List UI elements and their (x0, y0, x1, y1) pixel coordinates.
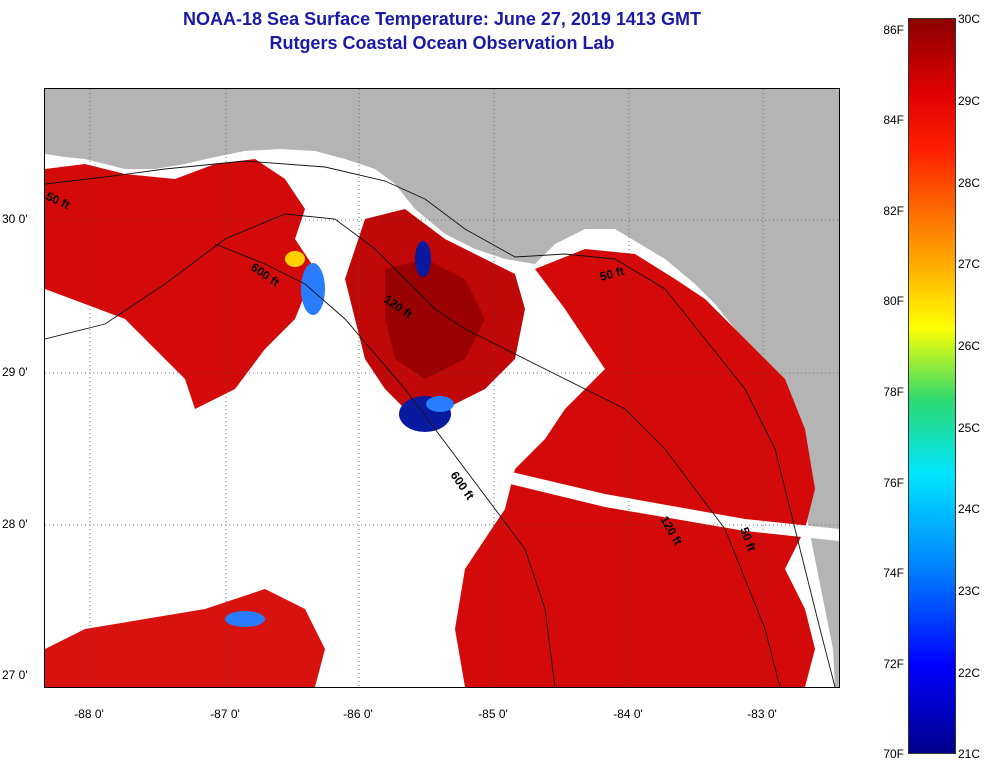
contour-50ft (45, 160, 836, 687)
lat-label: 30 0' (2, 212, 28, 226)
colorbar-c-label: 24C (958, 502, 981, 516)
lat-label: 28 0' (2, 517, 28, 531)
sst-region-east (455, 249, 815, 687)
sst-mid-spot (285, 251, 305, 267)
graticule (45, 89, 839, 687)
colorbar-f-label: 74F (883, 566, 904, 580)
colorbar (908, 18, 956, 754)
contour-label: 50 ft (598, 264, 625, 284)
lon-label: -84 0' (613, 707, 643, 721)
contour-600ft (214, 243, 556, 687)
colorbar-f-label: 76F (883, 476, 904, 490)
sst-cool-spot (225, 611, 265, 627)
colorbar-f-label: 80F (883, 294, 904, 308)
colorbar-f-label: 84F (883, 113, 904, 127)
colorbar-c-label: 26C (958, 339, 981, 353)
colorbar-f-label: 82F (883, 204, 904, 218)
lon-label: -86 0' (343, 707, 373, 721)
map-title: NOAA-18 Sea Surface Temperature: June 27… (183, 9, 701, 29)
sst-region-west (45, 159, 315, 409)
lon-label: -87 0' (210, 707, 240, 721)
sst-map-canvas: 50 ft 600 ft 120 ft 50 ft 600 ft 120 ft … (45, 89, 839, 687)
sst-map: 50 ft 600 ft 120 ft 50 ft 600 ft 120 ft … (44, 88, 840, 688)
colorbar-f-label: 86F (883, 23, 904, 37)
colorbar-c-label: 27C (958, 257, 981, 271)
bathymetry-contours (45, 160, 836, 687)
colorbar-c-label: 28C (958, 176, 981, 190)
colorbar-c-label: 21C (958, 747, 981, 761)
lon-label: -83 0' (747, 707, 777, 721)
lat-label: 27 0' (2, 668, 28, 682)
sst-cold-spot (415, 241, 431, 277)
lat-label: 29 0' (2, 365, 28, 379)
colorbar-c-label: 22C (958, 666, 981, 680)
colorbar-c-label: 23C (958, 584, 981, 598)
sst-region-hot (385, 259, 485, 379)
sst-cool-spot (426, 396, 454, 412)
colorbar-c-label: 29C (958, 94, 981, 108)
colorbar-f-label: 78F (883, 385, 904, 399)
lon-label: -88 0' (74, 707, 104, 721)
sst-cool-spot (301, 263, 325, 315)
colorbar-f-label: 70F (883, 747, 904, 761)
colorbar-c-label: 30C (958, 12, 981, 26)
colorbar-f-label: 72F (883, 657, 904, 671)
land-area (45, 89, 839, 687)
contour-120ft (45, 213, 781, 687)
map-subtitle: Rutgers Coastal Ocean Observation Lab (269, 33, 615, 53)
colorbar-gradient (908, 18, 956, 754)
lon-label: -85 0' (478, 707, 508, 721)
swath-gap (345, 454, 839, 541)
colorbar-c-label: 25C (958, 421, 981, 435)
